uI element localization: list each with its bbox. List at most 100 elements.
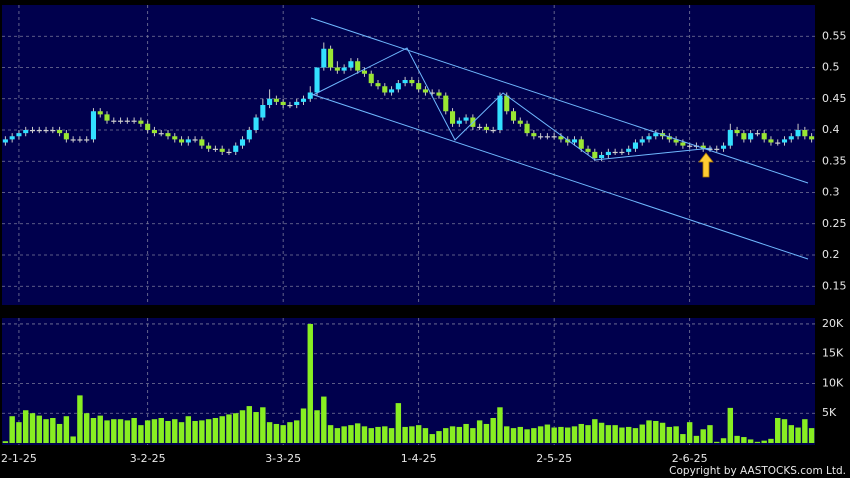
volume-bar (226, 414, 232, 443)
volume-bar (754, 441, 761, 443)
candle-body (734, 130, 740, 134)
candle-body (84, 139, 90, 141)
candle-body (131, 120, 137, 122)
y-tick-label: 0.2 (822, 248, 840, 261)
volume-bar (388, 428, 395, 443)
volume-bar (354, 423, 361, 443)
volume-bar (382, 426, 388, 443)
volume-bar (36, 415, 42, 443)
candle-body (118, 120, 124, 122)
candle-body (626, 148, 632, 152)
volume-bar (612, 425, 618, 443)
candle-body (727, 130, 733, 146)
candle-body (280, 101, 286, 105)
volume-bar (327, 425, 334, 443)
volume-bar (111, 419, 117, 443)
candle-body (720, 145, 727, 149)
volume-bar (409, 426, 415, 443)
candle-body (538, 136, 544, 138)
volume-bar (124, 420, 131, 443)
candle-body (273, 98, 279, 102)
volume-bar (734, 435, 740, 443)
y-tick-label: 0.35 (822, 154, 847, 167)
volume-bar (368, 428, 374, 443)
volume-bar (172, 419, 178, 443)
candle-body (646, 136, 652, 140)
volume-bar (565, 427, 571, 443)
volume-bar (63, 416, 70, 443)
volume-bar (585, 425, 591, 443)
candle-body (565, 139, 571, 143)
x-tick-label: 3-3-25 (265, 452, 301, 465)
volume-bar (449, 426, 456, 443)
candle-body (409, 80, 415, 84)
volume-bar (260, 407, 266, 443)
candle-body (544, 136, 550, 138)
candle-body (632, 142, 639, 149)
candle-body (714, 148, 720, 150)
volume-bar (348, 425, 354, 443)
volume-bar (619, 427, 625, 443)
candle-body (16, 133, 22, 137)
candle-body (375, 83, 381, 87)
candle-body (395, 83, 401, 90)
candle-body (355, 61, 361, 71)
trend-lines (310, 17, 809, 260)
volume-bar (2, 441, 9, 443)
volume-bar (9, 416, 15, 443)
candle-body (43, 130, 49, 132)
candle-body (761, 133, 767, 140)
volume-bar (246, 406, 252, 443)
volume-bar (483, 423, 490, 443)
x-tick-label: 1-4-25 (401, 452, 437, 465)
candle-body (531, 133, 537, 137)
candle-body (172, 136, 178, 140)
candle-body (653, 133, 659, 137)
candle-body (321, 48, 327, 68)
candle-body (483, 126, 489, 130)
volume-bar (659, 422, 666, 443)
volume-bar (402, 426, 408, 443)
volume-bar (205, 419, 212, 443)
candle-body (314, 67, 320, 93)
candle-body (443, 95, 449, 112)
volume-bar (334, 428, 341, 443)
zigzag-line (312, 47, 713, 161)
candle-body (2, 139, 8, 143)
volume-bar (673, 426, 679, 443)
candle-body (145, 123, 151, 130)
y-tick-label: 10K (822, 376, 844, 389)
candle-body (666, 136, 672, 140)
candle-body (138, 120, 144, 124)
volume-bar (429, 434, 435, 443)
candle-body (77, 139, 83, 141)
volume-bar (29, 413, 36, 443)
candle-body (97, 111, 103, 115)
volume-bar (314, 410, 320, 443)
volume-bar (300, 408, 307, 443)
candle-body (57, 130, 63, 134)
candle-body (300, 98, 307, 102)
volume-bar (578, 423, 584, 443)
volume-bar (239, 410, 246, 443)
candle-body (199, 139, 205, 146)
y-tick-label: 0.15 (822, 279, 847, 292)
volume-bar (280, 425, 286, 443)
candle-body (260, 105, 266, 118)
volume-bar (50, 418, 56, 443)
volume-bar (219, 416, 225, 443)
candle-body (334, 67, 340, 71)
volume-bar (802, 419, 808, 443)
volume-bar (165, 420, 171, 443)
candle-body (287, 105, 293, 107)
volume-bar (558, 426, 564, 443)
volume-bar (768, 438, 774, 443)
candle-body (558, 136, 564, 140)
volume-bar (592, 419, 598, 443)
volume-bar (199, 420, 205, 443)
volume-bar (632, 428, 639, 443)
x-tick-label: 2-5-25 (536, 452, 572, 465)
candle-body (36, 130, 42, 132)
volume-bar (517, 426, 523, 443)
y-tick-label: 0.4 (822, 123, 840, 136)
